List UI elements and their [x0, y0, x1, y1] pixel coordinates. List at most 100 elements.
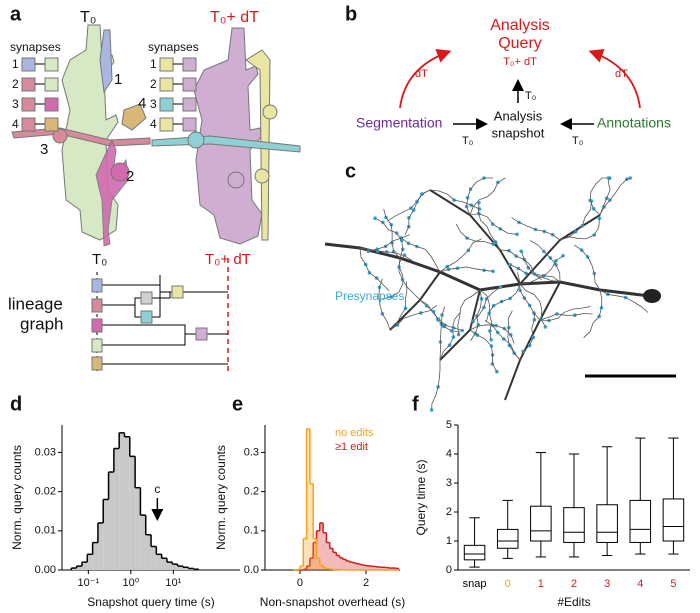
time-label: T₀ [80, 9, 96, 26]
x-tick-label: 2 [363, 577, 369, 589]
neurite [389, 305, 438, 331]
t0-label: T₀ [572, 135, 583, 147]
hist-bar [326, 542, 330, 570]
y-tick-label: 0.3 [244, 446, 259, 458]
hist-bar [342, 559, 347, 570]
hist-bar [313, 542, 317, 570]
synapse-number: 4 [150, 117, 157, 131]
panel-label: f [412, 393, 419, 415]
hist-bar [395, 568, 400, 570]
hist-bar [188, 568, 194, 570]
neurite [599, 177, 631, 216]
presynapse-dot [456, 332, 461, 337]
hist-bar [81, 562, 88, 570]
annotations-label: Annotations [597, 115, 671, 131]
hist-bar [323, 532, 327, 570]
x-tick-label: 0 [505, 578, 511, 590]
x-axis-label: #Edits [557, 595, 590, 609]
neurite [599, 177, 611, 216]
neurite [529, 240, 561, 283]
presynapse-dot [491, 269, 495, 274]
hist-bar [309, 483, 314, 570]
x-tick-label: 4 [637, 578, 643, 590]
query-title: Analysis [490, 17, 550, 34]
x-axis-label: Snapshot query time (s) [87, 595, 214, 609]
neurite [401, 237, 441, 273]
hist-bar [389, 568, 393, 570]
synapse-number: 3 [150, 97, 157, 111]
t0-label: T₀ [525, 90, 536, 102]
hist-bar [161, 558, 167, 570]
neurite [583, 289, 603, 338]
neurite [439, 266, 494, 273]
y-tick-label: 0.01 [35, 525, 56, 537]
hist-bar [119, 432, 125, 570]
hist-bar [385, 567, 390, 570]
y-tick-label: 3 [446, 477, 452, 489]
neurite [559, 200, 592, 241]
neurite [404, 189, 431, 236]
neurite [559, 218, 600, 241]
hist-bar [362, 565, 367, 570]
snapshot-label: snapshot [492, 125, 545, 140]
box [463, 544, 486, 561]
time-label: T₀+ dT [210, 9, 259, 26]
neuron-left [11, 24, 151, 247]
neurite [519, 283, 546, 328]
neurite [539, 306, 591, 322]
hist-bar [379, 567, 383, 570]
neurite [389, 281, 408, 331]
y-axis-label: Norm. query counts [214, 445, 228, 550]
neurite [455, 223, 501, 251]
hist-bar [316, 530, 320, 570]
neurite [439, 312, 461, 361]
neurite [511, 217, 561, 241]
neurite [439, 238, 482, 273]
x-tick-label: snap [463, 578, 487, 590]
neurite [589, 177, 607, 216]
neuron-render [324, 176, 676, 412]
synapse-list [21, 57, 197, 132]
presynapse-dot [495, 369, 499, 374]
neurite [419, 299, 461, 333]
synapse-number: 1 [150, 57, 157, 71]
box [530, 505, 552, 542]
y-tick-label: 0.03 [35, 446, 56, 458]
y-axis-label: Norm. query counts [10, 445, 24, 550]
hist-bar [309, 558, 314, 570]
hist-bar [349, 562, 353, 570]
x-tick-label: 10¹ [165, 577, 181, 589]
hist-bar [332, 552, 337, 570]
box [662, 498, 685, 542]
lineage-label: lineage [8, 294, 63, 313]
y-tick-label: 0.0 [244, 564, 259, 576]
hist-bar [336, 555, 340, 570]
callout: 1 [114, 71, 122, 88]
hist-bar [140, 515, 146, 570]
hist-bar [306, 428, 310, 570]
hist-bar [339, 557, 343, 570]
dt-label: dT [415, 68, 428, 80]
flow-arrows [399, 49, 641, 130]
x-tick-label: 1 [538, 578, 544, 590]
hist-bar [319, 522, 324, 570]
neurite [519, 310, 535, 361]
hist-bar [306, 566, 310, 570]
callout: 4 [138, 95, 146, 112]
y-tick-label: 4 [446, 448, 452, 460]
t0-label: T₀ [462, 135, 473, 147]
hist-bar [369, 566, 373, 570]
hist-bar [299, 566, 304, 570]
neurite [469, 324, 515, 344]
neurite [359, 247, 390, 292]
neurite [469, 329, 498, 372]
hist-bar [108, 472, 114, 570]
neurite [374, 217, 404, 259]
hist-bar [356, 563, 360, 570]
legend-entry: no edits [335, 427, 374, 439]
x-tick-label: 10⁻¹ [77, 577, 99, 589]
callout: 3 [40, 141, 48, 158]
neurite [457, 289, 481, 335]
neurite [359, 234, 410, 252]
